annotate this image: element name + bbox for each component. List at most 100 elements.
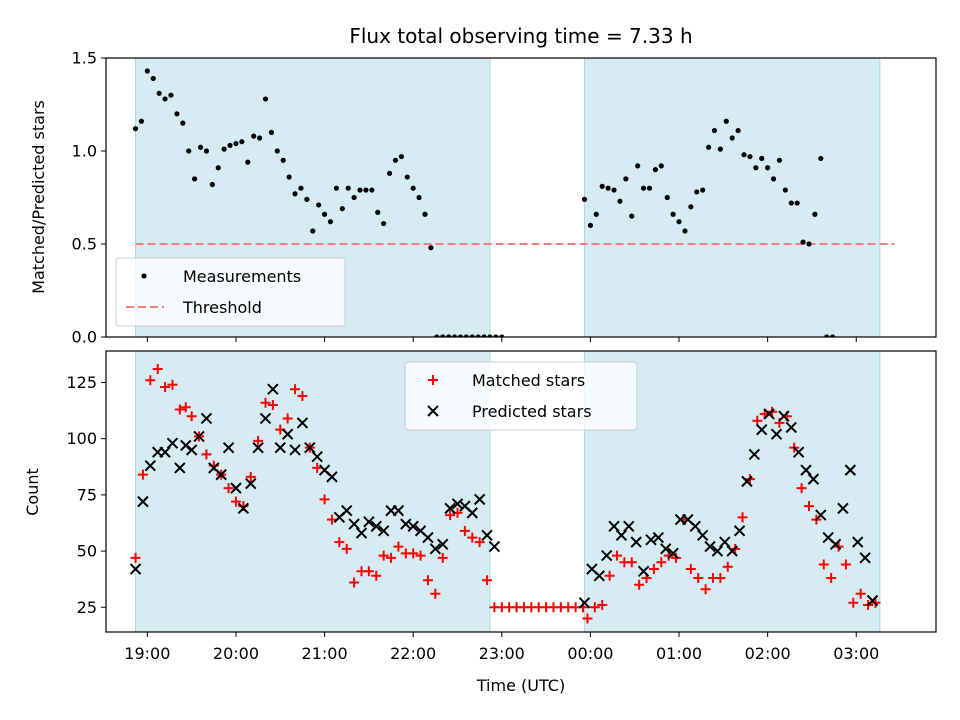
matched-stars-point	[408, 548, 419, 559]
matched-stars-point	[152, 363, 163, 374]
measurements-point	[782, 187, 788, 193]
matched-stars-point	[604, 570, 615, 581]
measurements-point	[475, 334, 481, 337]
measurements-point	[180, 120, 186, 126]
matched-stars-point	[818, 559, 829, 570]
predicted-stars-point	[370, 520, 382, 533]
measurements-point	[800, 239, 806, 245]
measurements-point	[652, 167, 658, 173]
matched-stars-point	[363, 566, 374, 577]
predicted-stars-point	[466, 507, 478, 519]
matched-stars-point	[693, 573, 704, 584]
predicted-stars-point	[259, 412, 272, 425]
matched-stars-point	[796, 483, 807, 494]
y-tick-label: 1.0	[72, 142, 97, 161]
matched-stars-point	[230, 496, 241, 507]
measurements-point	[711, 127, 718, 134]
matched-stars-point	[848, 597, 859, 608]
measurements-point	[333, 185, 339, 191]
measurements-point	[664, 194, 670, 201]
measurements-point	[375, 209, 381, 215]
x-tick-label: 19:00	[124, 644, 170, 663]
observing-window-2	[584, 58, 881, 337]
matched-stars-point	[626, 557, 637, 568]
predicted-stars-point	[174, 462, 186, 474]
legend-label: Threshold	[182, 298, 262, 317]
measurements-point	[381, 220, 387, 227]
predicted-stars-point	[392, 504, 405, 517]
predicted-stars-point	[696, 529, 709, 542]
matched-stars-point	[685, 564, 696, 575]
predicted-stars-point	[281, 428, 294, 440]
measurements-point	[422, 211, 428, 217]
matched-stars-point	[160, 381, 171, 392]
measurements-point	[404, 174, 410, 180]
matched-stars-point	[167, 379, 178, 390]
measurements-point	[717, 146, 723, 152]
measurements-point	[221, 146, 227, 152]
matched-stars-point	[319, 494, 330, 505]
matched-stars-point	[445, 510, 456, 521]
predicted-stars-point	[311, 450, 323, 463]
x-tick-label: 03:00	[833, 644, 879, 663]
matched-stars-point	[737, 512, 748, 523]
matched-stars-point	[245, 471, 256, 482]
matched-stars-point	[722, 561, 733, 572]
measurements-point	[150, 75, 156, 82]
chart-title: Flux total observing time = 7.33 h	[349, 24, 692, 48]
measurements-point	[469, 334, 475, 337]
matched-stars-point	[671, 552, 682, 563]
predicted-stars-point	[770, 428, 783, 440]
predicted-stars-point	[637, 565, 650, 578]
measurements-point	[611, 187, 617, 193]
measurements-point	[369, 187, 375, 193]
measurements-point	[298, 185, 304, 191]
matched-stars-point	[597, 600, 608, 611]
matched-stars-point	[341, 543, 352, 554]
predicted-stars-point	[844, 464, 857, 476]
predicted-stars-point	[807, 473, 820, 485]
matched-stars-point	[582, 613, 593, 624]
measurements-point	[676, 219, 682, 225]
predicted-stars-point	[137, 495, 149, 508]
predicted-stars-point	[829, 538, 842, 551]
measurements-point	[788, 200, 794, 206]
y-tick-label: 0.5	[72, 235, 97, 254]
predicted-stars-point	[704, 540, 716, 553]
matched-stars-point	[267, 399, 278, 410]
predicted-stars-point	[652, 531, 665, 544]
y-tick-label: 75	[77, 485, 97, 504]
measurements-point	[440, 334, 446, 337]
predicted-stars-point	[866, 594, 879, 607]
x-tick-label: 01:00	[656, 644, 702, 663]
predicted-stars-point	[815, 509, 827, 521]
x-tick-label: 22:00	[390, 644, 436, 663]
predicted-stars-point	[473, 493, 486, 506]
measurements-point	[286, 174, 292, 180]
predicted-stars-point	[741, 475, 753, 488]
measurements-point	[635, 163, 641, 169]
predicted-stars-point	[593, 570, 605, 582]
legend-label: Matched stars	[472, 371, 585, 390]
matched-stars-point	[422, 575, 433, 586]
measurements-point	[463, 334, 469, 337]
measurements-point	[363, 187, 369, 193]
measurements-point	[268, 129, 275, 135]
measurements-point	[351, 194, 357, 201]
measurements-point	[794, 200, 800, 206]
measurements-point	[428, 245, 434, 251]
measurements-point	[410, 185, 416, 191]
y-tick-label: 100	[66, 429, 97, 448]
measurements-point	[812, 211, 818, 217]
predicted-stars-point	[245, 477, 257, 490]
measurements-point	[339, 206, 345, 212]
predicted-stars-point	[200, 412, 213, 425]
matched-stars-point	[840, 559, 851, 570]
measurements-point	[688, 204, 694, 210]
predicted-stars-point	[792, 446, 805, 458]
matched-stars-point	[371, 570, 382, 581]
predicted-stars-point	[444, 502, 456, 515]
measurements-point	[587, 222, 594, 228]
matched-stars-point	[174, 404, 185, 415]
predicted-stars-point	[756, 423, 768, 436]
